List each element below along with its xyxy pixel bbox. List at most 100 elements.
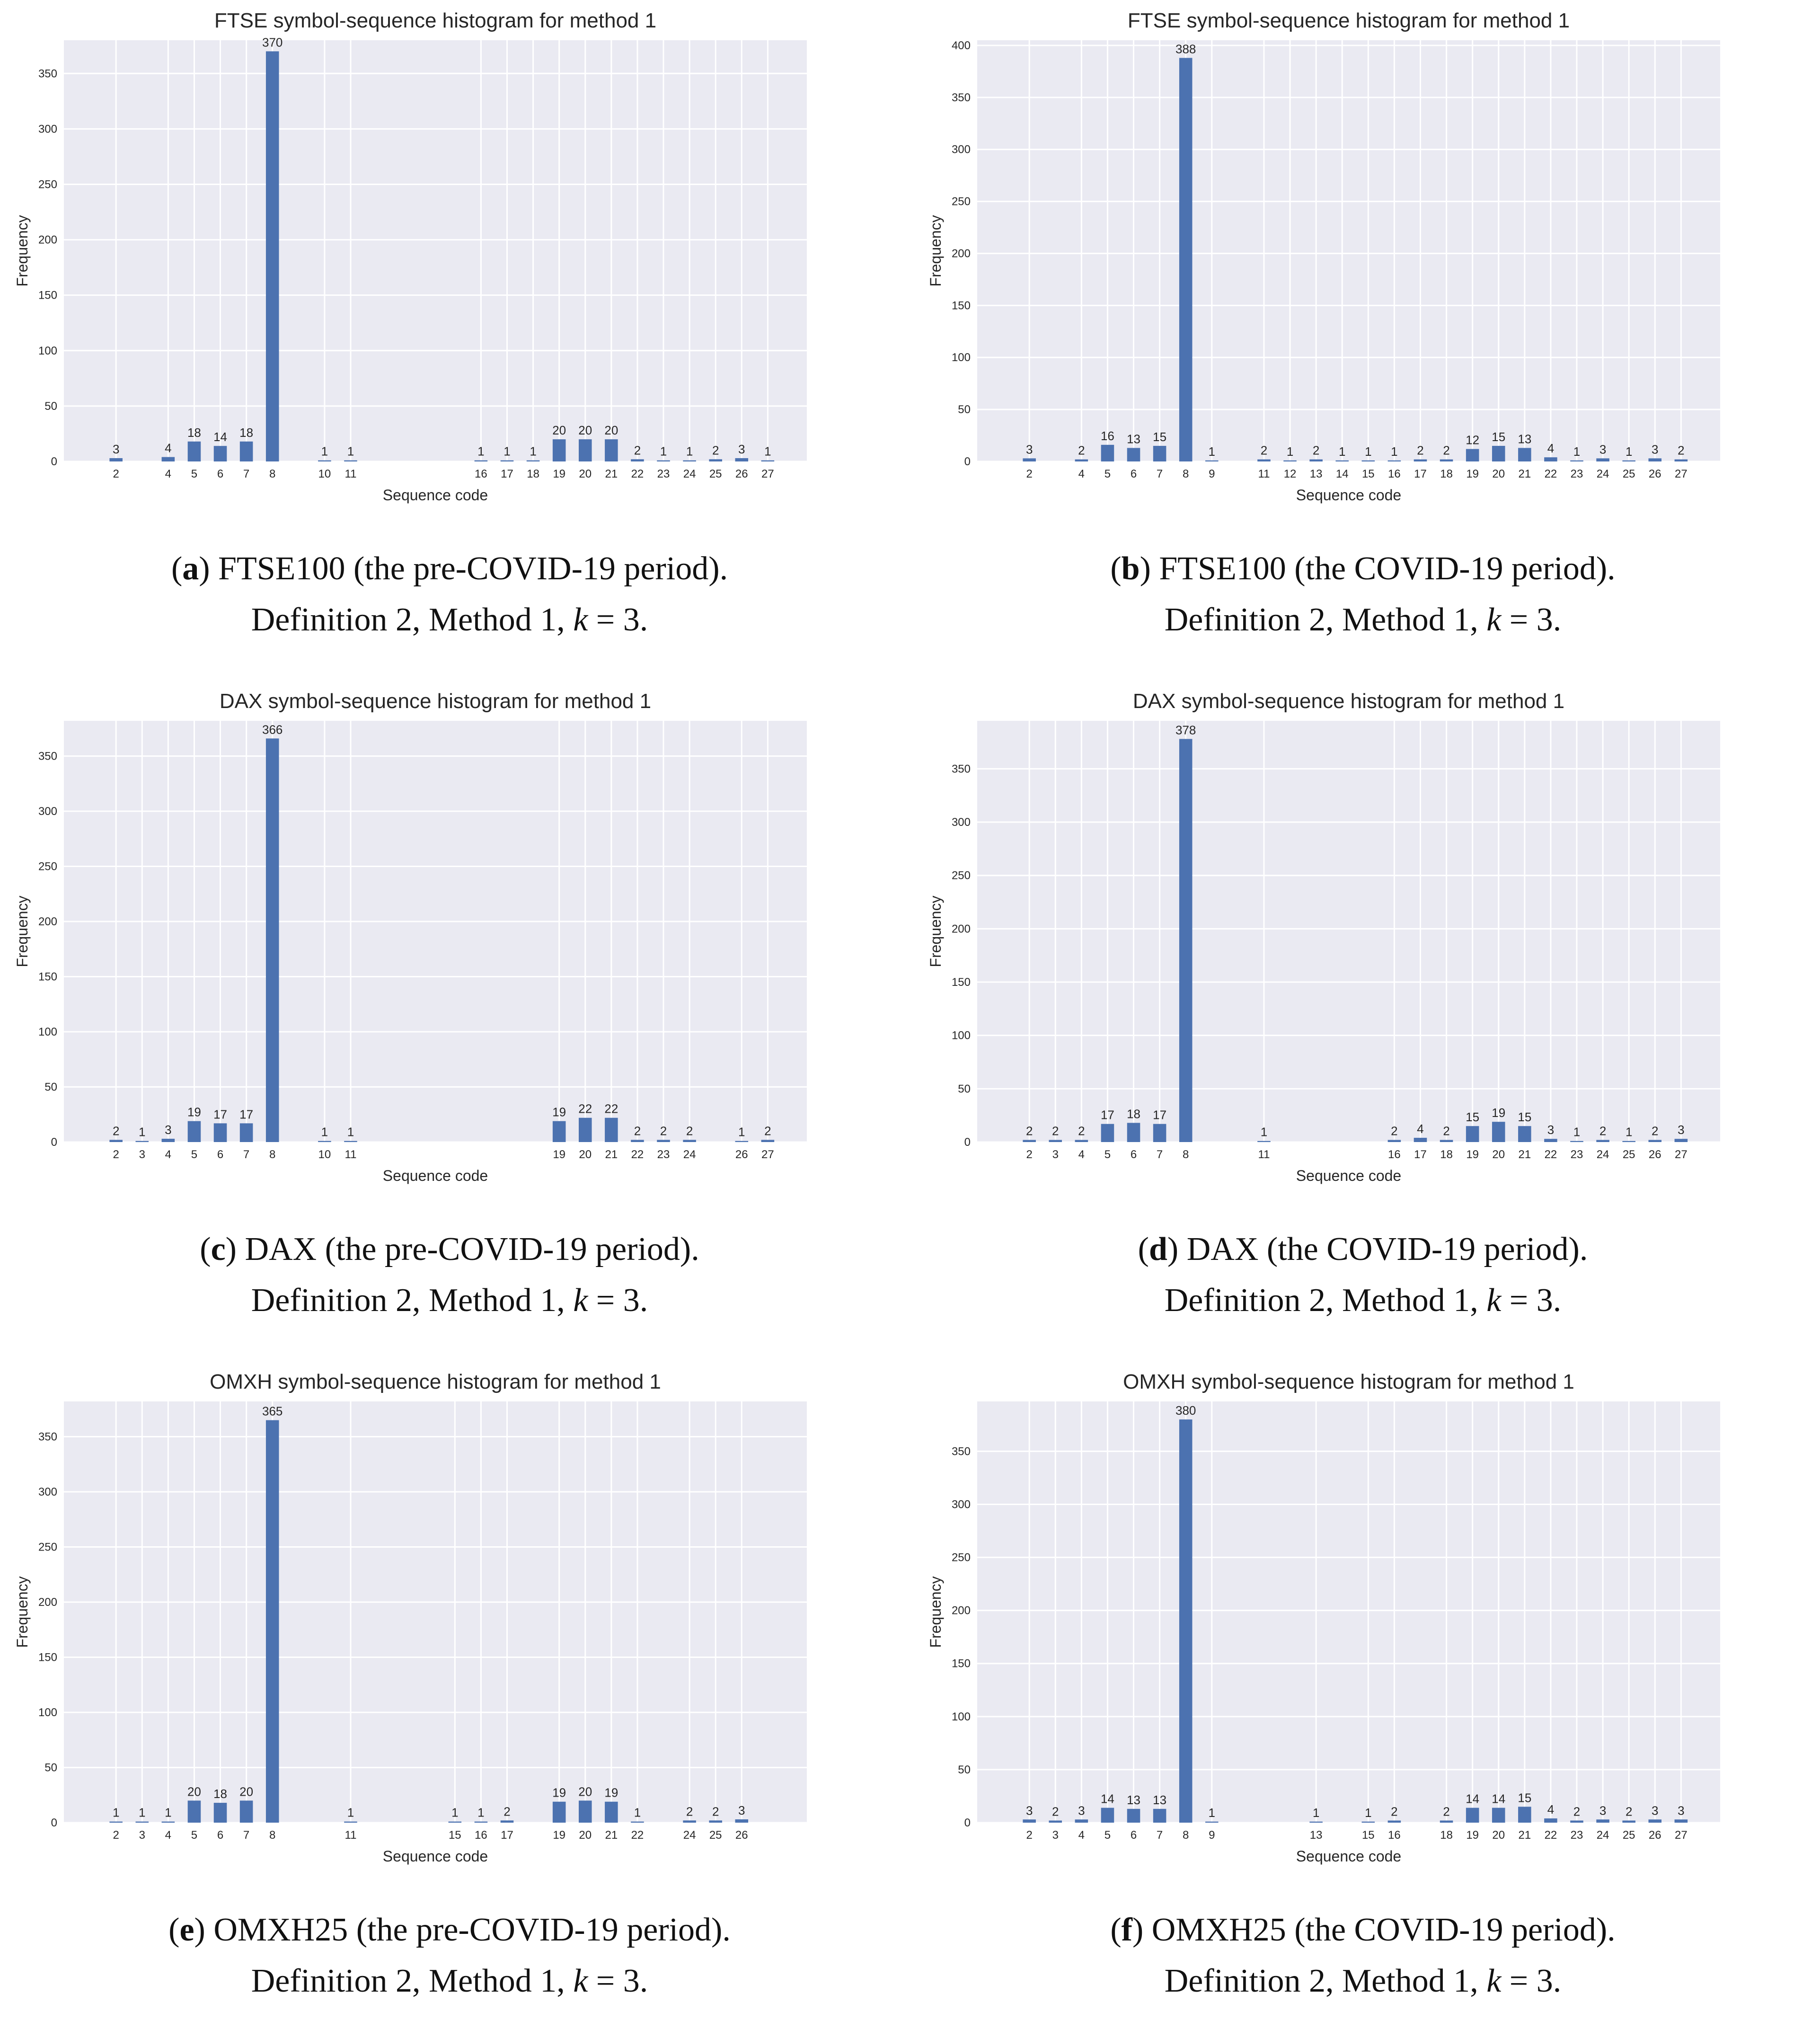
data-label: 1 [1313, 1806, 1319, 1820]
x-tick-label: 5 [1104, 1829, 1111, 1842]
data-label: 1 [1626, 444, 1632, 459]
x-tick-label: 15 [1362, 1829, 1375, 1842]
bar [1205, 1821, 1219, 1823]
plot-area [977, 1401, 1720, 1823]
x-tick-label: 23 [657, 1148, 670, 1161]
caption-b: (b) FTSE100 (the COVID-19 period). Defin… [1110, 550, 1616, 638]
y-tick-label: 0 [964, 1136, 971, 1149]
y-tick-label: 200 [952, 922, 971, 935]
x-tick-label: 24 [1597, 1829, 1609, 1842]
x-tick-label: 12 [1284, 468, 1297, 480]
data-label: 2 [1391, 1124, 1397, 1138]
y-tick-label: 250 [38, 1541, 57, 1554]
x-tick-label: 6 [217, 1148, 223, 1161]
caption-line2-post: = 3. [588, 1282, 648, 1319]
caption-line2-pre: Definition 2, Method 1, [1164, 602, 1487, 638]
x-tick-label: 3 [1052, 1829, 1059, 1842]
y-tick-label: 350 [38, 750, 57, 763]
caption-line1: ) FTSE100 (the pre-COVID-19 period). [199, 550, 728, 587]
data-label: 1 [477, 444, 484, 459]
x-tick-label: 11 [345, 1829, 357, 1842]
bar [1101, 1124, 1114, 1142]
data-label: 18 [239, 425, 253, 440]
x-tick-label: 21 [605, 1829, 618, 1842]
data-label: 4 [1547, 441, 1554, 455]
x-tick-label: 11 [1258, 468, 1270, 480]
data-label: 2 [1261, 443, 1267, 458]
chart-title: OMXH symbol-sequence histogram for metho… [1123, 1370, 1574, 1393]
data-label: 2 [1052, 1124, 1059, 1138]
data-label: 1 [1573, 444, 1580, 459]
data-label: 1 [1209, 1806, 1215, 1820]
x-tick-label: 22 [1545, 1829, 1557, 1842]
caption-f: (f) OMXH25 (the COVID-19 period). Defini… [1110, 1912, 1616, 1999]
x-tick-label: 26 [1649, 1829, 1661, 1842]
data-label: 22 [604, 1102, 618, 1116]
data-label: 1 [347, 444, 354, 459]
bar [552, 1801, 566, 1823]
caption-line2-post: = 3. [1501, 602, 1562, 638]
data-label: 2 [1573, 1805, 1580, 1819]
caption-line1: ) FTSE100 (the COVID-19 period). [1140, 550, 1616, 587]
data-label: 365 [262, 1404, 283, 1418]
bar [213, 1123, 227, 1142]
x-axis-label: Sequence code [383, 1167, 488, 1184]
y-tick-label: 0 [964, 455, 971, 468]
caption-line1: ) DAX (the COVID-19 period). [1167, 1231, 1588, 1267]
chart-panel-a: 0 50 100 150 200 250 300 350 2 4 5 6 7 8 10 11 16 17 18 19 2… [0, 0, 899, 677]
bar [1492, 446, 1505, 461]
y-tick-label: 350 [952, 762, 971, 775]
bar [1596, 1819, 1609, 1823]
y-axis-label: Frequency [927, 215, 944, 286]
y-tick-label: 150 [952, 1657, 971, 1670]
x-tick-label: 7 [243, 1829, 249, 1842]
data-label: 1 [321, 1125, 328, 1139]
data-label: 2 [1313, 443, 1319, 458]
x-tick-label: 5 [191, 1829, 197, 1842]
x-tick-label: 18 [1440, 1148, 1453, 1161]
bar [683, 1820, 696, 1823]
bar [187, 441, 201, 461]
bar [1466, 1808, 1479, 1823]
data-label: 2 [113, 1124, 119, 1138]
x-tick-label: 20 [1492, 1148, 1505, 1161]
y-tick-label: 250 [952, 195, 971, 208]
bar [1674, 1819, 1688, 1823]
data-label: 3 [165, 1123, 171, 1137]
caption-d: (d) DAX (the COVID-19 period). Definitio… [1138, 1231, 1588, 1319]
data-label: 2 [686, 1124, 693, 1138]
data-label: 4 [165, 441, 171, 455]
data-label: 20 [604, 423, 618, 437]
chart-panel-f: 0 50 100 150 200 250 300 350 2 3 4 5 6 7 8 9 13 15 16 18 19 2… [913, 1361, 1812, 2038]
x-tick-label: 2 [113, 468, 119, 480]
data-label: 3 [1652, 1803, 1658, 1817]
data-label: 3 [1599, 442, 1606, 456]
caption-line1: ) OMXH25 (the pre-COVID-19 period). [194, 1912, 731, 1948]
x-tick-label: 3 [139, 1148, 145, 1161]
x-tick-label: 21 [1518, 468, 1531, 480]
x-tick-label: 8 [1183, 468, 1189, 480]
bar [1049, 1140, 1062, 1142]
y-tick-label: 50 [44, 1081, 57, 1094]
data-label: 13 [1127, 432, 1140, 446]
data-label: 4 [1547, 1802, 1554, 1816]
bar [683, 1140, 696, 1142]
x-tick-label: 26 [1649, 1148, 1661, 1161]
bar [1440, 459, 1453, 461]
y-tick-label: 300 [38, 123, 57, 135]
data-label: 1 [738, 1125, 745, 1139]
data-label: 1 [660, 444, 667, 459]
y-tick-label: 150 [952, 299, 971, 312]
x-tick-label: 17 [501, 1829, 513, 1842]
y-axis-label: Frequency [927, 1576, 944, 1648]
data-label: 2 [764, 1124, 771, 1138]
caption-letter: a [182, 550, 199, 587]
data-label: 380 [1175, 1403, 1196, 1418]
bar [1414, 1137, 1427, 1142]
data-label: 2 [660, 1124, 667, 1138]
data-label: 14 [1101, 1792, 1114, 1806]
x-tick-label: 10 [318, 468, 331, 480]
x-tick-label: 27 [761, 1148, 774, 1161]
chart-title: DAX symbol-sequence histogram for method… [1133, 690, 1564, 713]
